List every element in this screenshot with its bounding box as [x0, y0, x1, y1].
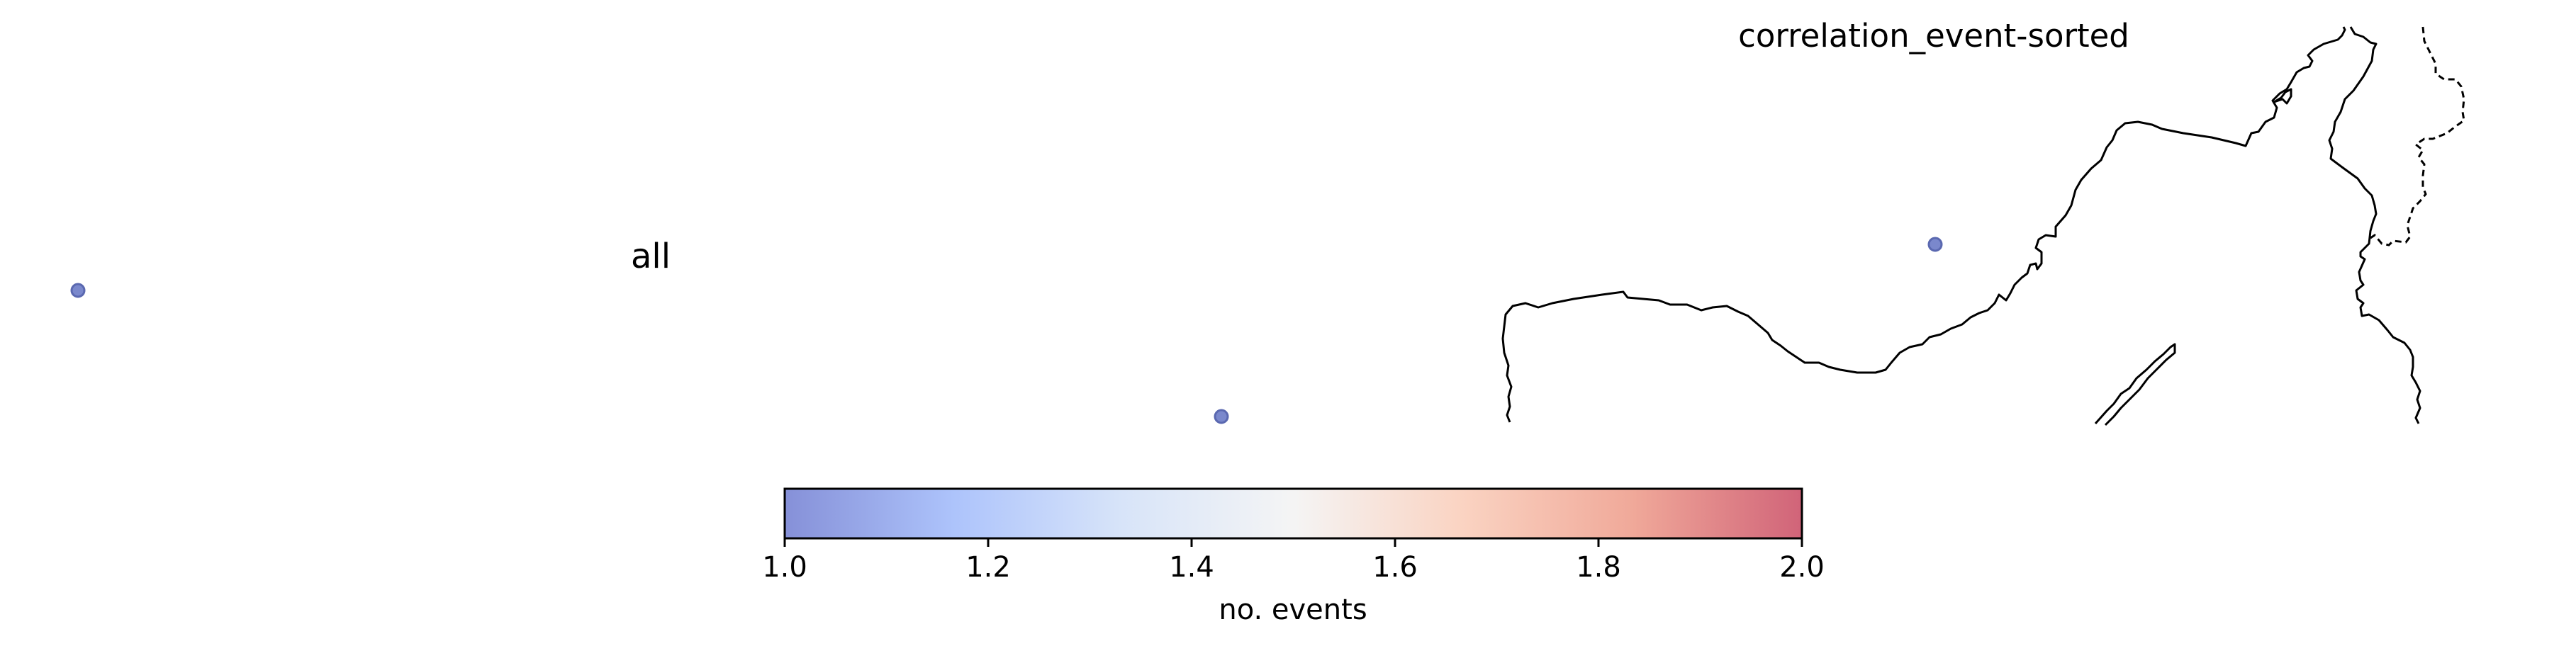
coastline [2273, 88, 2292, 105]
colorbar-ticks [783, 538, 1803, 547]
colorbar-tick-label: 1.4 [1169, 551, 1214, 584]
international-border [2370, 26, 2465, 246]
map-title: correlation_event-sorted [1738, 17, 2129, 55]
colorbar-label: no. events [1219, 594, 1367, 626]
colorbar-tick-label: 1.8 [1576, 551, 1621, 584]
colorbar-tick-label: 1.2 [965, 551, 1011, 584]
panel-label: all [630, 237, 671, 276]
colorbar-bar [783, 487, 1803, 540]
colorbar-tick-label: 1.0 [762, 551, 807, 584]
colorbar [783, 487, 1803, 547]
event-markers [70, 237, 1943, 424]
coastline [2094, 343, 2176, 426]
colorbar-tick-label: 2.0 [1779, 551, 1825, 584]
coastline [2328, 26, 2421, 424]
event-marker[interactable] [1927, 237, 1943, 252]
event-marker[interactable] [70, 283, 86, 298]
coastline [1501, 26, 2346, 423]
event-marker[interactable] [1214, 409, 1229, 424]
colorbar-tick-label: 1.6 [1372, 551, 1418, 584]
